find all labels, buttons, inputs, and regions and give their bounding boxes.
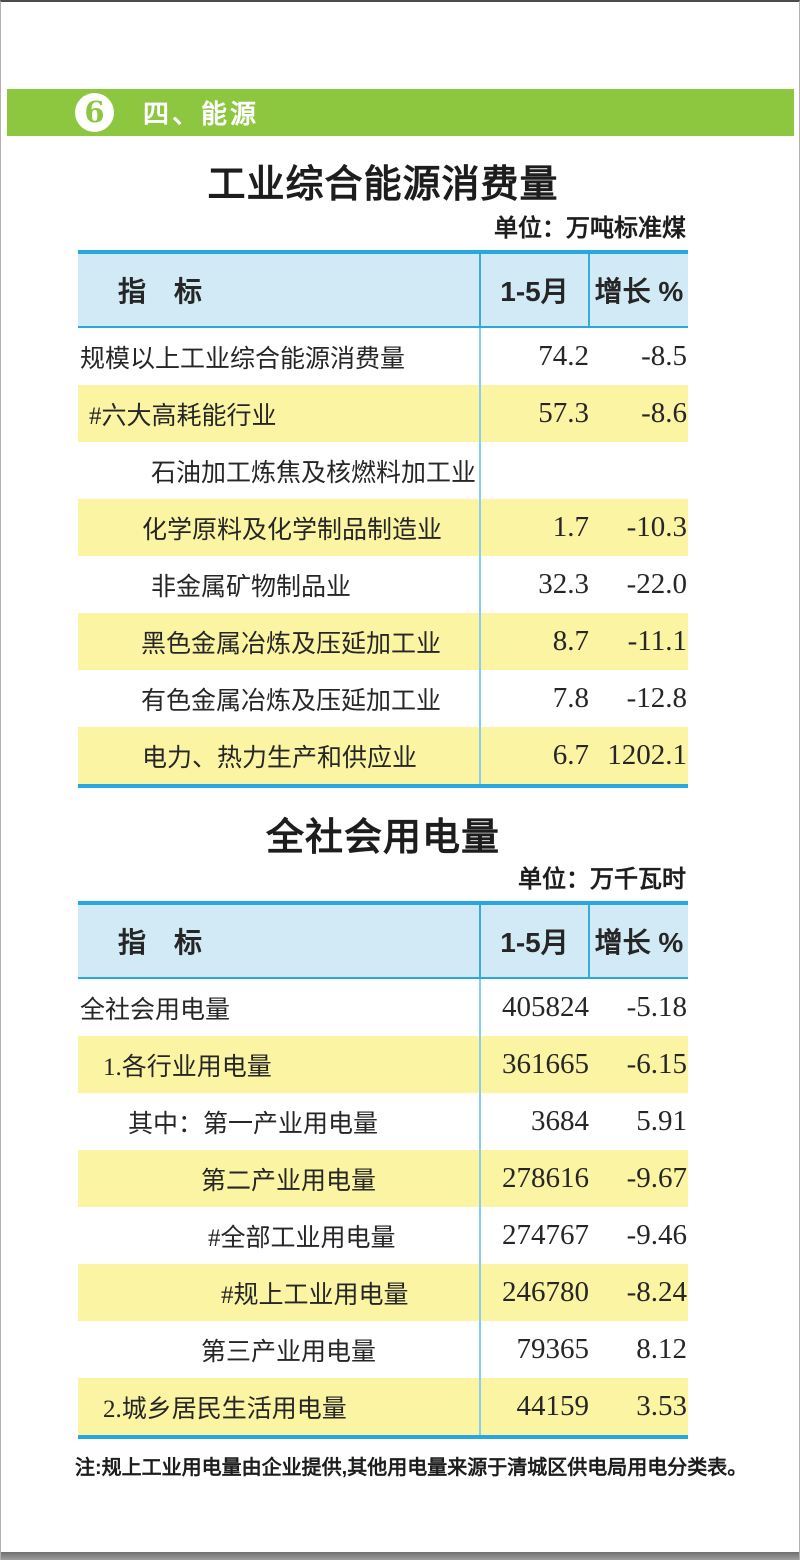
- row-value-jan-may: 274767: [502, 1219, 589, 1251]
- row-growth-pct: -8.24: [626, 1276, 687, 1308]
- table-body: 规模以上工业综合能源消费量 74.2 -8.5 #六大高耗能行业 57.3 -8.6 石油加…: [78, 328, 688, 784]
- table-row: 化学原料及化学制品制造业 1.7 -10.3: [78, 499, 688, 556]
- row-value-jan-may: 74.2: [538, 340, 589, 372]
- row-indicator-label: 第三产业用电量: [78, 1321, 481, 1378]
- row-indicator-label: #规上工业用电量: [78, 1264, 481, 1321]
- table-row: 1.各行业用电量 361665 -6.15: [78, 1036, 688, 1093]
- row-growth-pct: -9.67: [626, 1162, 687, 1194]
- footnote: 注:规上工业用电量由企业提供,其他用电量来源于清城区供电局用电分类表。: [75, 1457, 748, 1479]
- table-row: 非金属矿物制品业 32.3 -22.0: [78, 556, 688, 613]
- col-header-indicator: 指 标: [78, 254, 481, 326]
- row-indicator-label: 其中：第一产业用电量: [78, 1093, 481, 1150]
- row-value-jan-may: [481, 442, 590, 499]
- row-indicator-label: 1.各行业用电量: [78, 1036, 481, 1093]
- table-row: 电力、热力生产和供应业 6.7 1202.1: [78, 727, 688, 784]
- col-header-jan-may: 1-5月: [481, 254, 590, 326]
- section-header-band: 6 四、能源: [7, 89, 794, 136]
- row-indicator-label: 全社会用电量: [78, 979, 481, 1036]
- page-bottom-edge: [1, 1552, 799, 1560]
- row-growth-pct: 3.53: [636, 1390, 687, 1422]
- section-title: 四、能源: [143, 99, 260, 129]
- row-indicator-label: 化学原料及化学制品制造业: [78, 499, 481, 556]
- row-indicator-label: #六大高耗能行业: [78, 385, 481, 442]
- table-row: 黑色金属冶炼及压延加工业 8.7 -11.1: [78, 613, 688, 670]
- row-growth-pct: 1202.1: [607, 739, 687, 771]
- row-value-jan-may: 44159: [516, 1390, 590, 1422]
- row-indicator-label: 非金属矿物制品业: [78, 556, 481, 613]
- row-value-jan-may: 79365: [516, 1333, 590, 1365]
- table-row: 第二产业用电量 278616 -9.67: [78, 1150, 688, 1207]
- table-row: 规模以上工业综合能源消费量 74.2 -8.5: [78, 328, 688, 385]
- row-indicator-label: 2.城乡居民生活用电量: [78, 1378, 481, 1435]
- row-value-jan-may: 7.8: [552, 682, 589, 714]
- col-header-growth-pct: 增长 %: [594, 927, 684, 958]
- table-row: 2.城乡居民生活用电量 44159 3.53: [78, 1378, 688, 1435]
- row-indicator-label: 电力、热力生产和供应业: [78, 727, 481, 784]
- row-value-jan-may: 405824: [502, 991, 589, 1023]
- row-growth-pct: -10.3: [626, 511, 687, 543]
- row-growth-pct: -9.46: [626, 1219, 687, 1251]
- table-body: 全社会用电量 405824 -5.18 1.各行业用电量 361665 -6.15 其中：第…: [78, 979, 688, 1435]
- col-header-growth-pct: 增长 %: [594, 276, 684, 307]
- table-row: 有色金属冶炼及压延加工业 7.8 -12.8: [78, 670, 688, 727]
- row-growth-pct: -8.6: [641, 397, 687, 429]
- table-row: 石油加工炼焦及核燃料加工业: [78, 442, 688, 499]
- row-value-jan-may: 57.3: [538, 397, 589, 429]
- electricity-usage-table: 指 标 1-5月 增长 % 全社会用电量 405824 -5.18 1.各行业用电量 3…: [78, 901, 688, 1439]
- table-row: 全社会用电量 405824 -5.18: [78, 979, 688, 1036]
- row-growth-pct: -11.1: [627, 625, 687, 657]
- table-row: 第三产业用电量 79365 8.12: [78, 1321, 688, 1378]
- row-indicator-label: 黑色金属冶炼及压延加工业: [78, 613, 481, 670]
- row-value-jan-may: 6.7: [552, 739, 589, 771]
- table1-unit-label: 单位：万吨标准煤: [494, 216, 686, 242]
- row-growth-pct: [590, 442, 688, 499]
- row-indicator-label: #全部工业用电量: [78, 1207, 481, 1264]
- table-header-row: 指 标 1-5月 增长 %: [78, 905, 688, 979]
- row-indicator-label: 有色金属冶炼及压延加工业: [78, 670, 481, 727]
- col-header-jan-may: 1-5月: [481, 905, 590, 977]
- col-header-indicator: 指 标: [78, 905, 481, 977]
- table-row: #六大高耗能行业 57.3 -8.6: [78, 385, 688, 442]
- table1-title: 工业综合能源消费量: [207, 164, 559, 206]
- page-number-badge: 6: [75, 93, 114, 132]
- row-value-jan-may: 32.3: [538, 568, 589, 600]
- row-growth-pct: 8.12: [636, 1333, 687, 1365]
- table2-unit-label: 单位：万千瓦时: [518, 867, 686, 893]
- row-growth-pct: -6.15: [626, 1048, 687, 1080]
- row-value-jan-may: 1.7: [552, 511, 589, 543]
- table-row: #全部工业用电量 274767 -9.46: [78, 1207, 688, 1264]
- row-indicator-label: 石油加工炼焦及核燃料加工业: [78, 442, 481, 499]
- row-growth-pct: -12.8: [626, 682, 687, 714]
- row-value-jan-may: 278616: [502, 1162, 589, 1194]
- row-indicator-label: 第二产业用电量: [78, 1150, 481, 1207]
- row-value-jan-may: 246780: [502, 1276, 589, 1308]
- row-growth-pct: -8.5: [641, 340, 687, 372]
- row-growth-pct: 5.91: [636, 1105, 687, 1137]
- table2-title: 全社会用电量: [265, 817, 500, 859]
- table-row: 其中：第一产业用电量 3684 5.91: [78, 1093, 688, 1150]
- row-growth-pct: -5.18: [626, 991, 687, 1023]
- row-growth-pct: -22.0: [626, 568, 687, 600]
- row-value-jan-may: 8.7: [552, 625, 589, 657]
- row-value-jan-may: 3684: [531, 1105, 589, 1137]
- page-number: 6: [84, 95, 105, 129]
- energy-consumption-table: 指 标 1-5月 增长 % 规模以上工业综合能源消费量 74.2 -8.5 #六大高耗…: [78, 250, 688, 788]
- table-row: #规上工业用电量 246780 -8.24: [78, 1264, 688, 1321]
- table-header-row: 指 标 1-5月 增长 %: [78, 254, 688, 328]
- row-value-jan-may: 361665: [502, 1048, 589, 1080]
- row-indicator-label: 规模以上工业综合能源消费量: [78, 328, 481, 385]
